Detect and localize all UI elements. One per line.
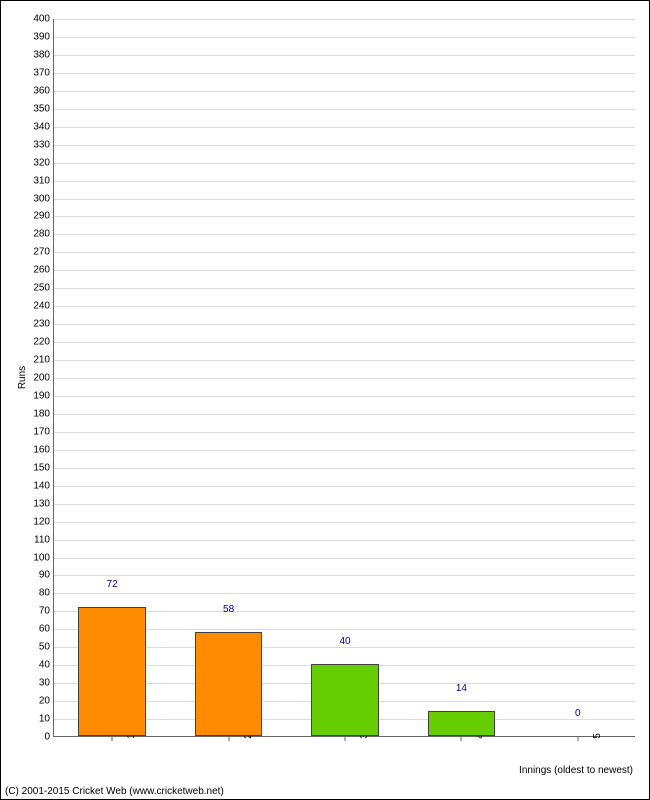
y-tick-label: 270 [33, 247, 54, 258]
gridline [54, 234, 635, 235]
gridline [54, 522, 635, 523]
gridline [54, 504, 635, 505]
y-tick-label: 300 [33, 193, 54, 204]
bar-value-label: 72 [107, 579, 118, 593]
bar-value-label: 0 [575, 708, 581, 722]
gridline [54, 252, 635, 253]
gridline [54, 486, 635, 487]
y-tick-label: 240 [33, 301, 54, 312]
bar [195, 632, 263, 736]
bar [428, 711, 496, 736]
y-tick-label: 150 [33, 462, 54, 473]
gridline [54, 37, 635, 38]
y-tick-label: 190 [33, 390, 54, 401]
gridline [54, 55, 635, 56]
y-tick-label: 120 [33, 516, 54, 527]
gridline [54, 127, 635, 128]
gridline [54, 575, 635, 576]
gridline [54, 450, 635, 451]
gridline [54, 19, 635, 20]
y-tick-label: 10 [39, 714, 54, 725]
gridline [54, 396, 635, 397]
y-tick-label: 220 [33, 337, 54, 348]
gridline [54, 73, 635, 74]
y-tick-label: 310 [33, 175, 54, 186]
y-tick-label: 90 [39, 570, 54, 581]
y-tick-label: 280 [33, 229, 54, 240]
y-tick-label: 260 [33, 265, 54, 276]
bar [78, 607, 146, 736]
y-tick-label: 70 [39, 606, 54, 617]
gridline [54, 468, 635, 469]
gridline [54, 540, 635, 541]
gridline [54, 199, 635, 200]
y-tick-label: 320 [33, 157, 54, 168]
y-tick-label: 370 [33, 67, 54, 78]
gridline [54, 360, 635, 361]
bar-value-label: 58 [223, 604, 234, 618]
y-tick-label: 200 [33, 373, 54, 384]
gridline [54, 342, 635, 343]
y-tick-label: 250 [33, 283, 54, 294]
y-tick-label: 380 [33, 49, 54, 60]
gridline [54, 145, 635, 146]
plot-area: 0102030405060708090100110120130140150160… [53, 19, 635, 737]
y-tick-label: 20 [39, 696, 54, 707]
y-tick-label: 140 [33, 480, 54, 491]
gridline [54, 432, 635, 433]
chart-frame: 0102030405060708090100110120130140150160… [0, 0, 650, 800]
x-axis-label: Innings (oldest to newest) [519, 765, 633, 776]
y-tick-label: 210 [33, 355, 54, 366]
y-tick-label: 330 [33, 139, 54, 150]
gridline [54, 181, 635, 182]
bar-value-label: 40 [339, 636, 350, 650]
gridline [54, 593, 635, 594]
gridline [54, 306, 635, 307]
gridline [54, 270, 635, 271]
y-tick-label: 180 [33, 408, 54, 419]
bar [311, 664, 379, 736]
y-tick-label: 290 [33, 211, 54, 222]
y-tick-label: 60 [39, 624, 54, 635]
y-axis-label: Runs [17, 366, 28, 389]
y-tick-label: 80 [39, 588, 54, 599]
gridline [54, 109, 635, 110]
x-tick-label: 5 [578, 733, 603, 739]
y-tick-label: 390 [33, 31, 54, 42]
y-tick-label: 170 [33, 426, 54, 437]
gridline [54, 91, 635, 92]
gridline [54, 414, 635, 415]
y-tick-label: 110 [34, 534, 54, 545]
copyright-text: (C) 2001-2015 Cricket Web (www.cricketwe… [5, 786, 224, 797]
y-tick-label: 30 [39, 678, 54, 689]
y-tick-label: 40 [39, 660, 54, 671]
y-tick-label: 50 [39, 642, 54, 653]
y-tick-label: 160 [33, 444, 54, 455]
y-tick-label: 360 [33, 85, 54, 96]
y-tick-label: 100 [33, 552, 54, 563]
y-tick-label: 130 [33, 498, 54, 509]
y-tick-label: 0 [44, 732, 54, 743]
gridline [54, 216, 635, 217]
y-tick-label: 340 [33, 121, 54, 132]
gridline [54, 558, 635, 559]
y-tick-label: 400 [33, 14, 54, 25]
gridline [54, 163, 635, 164]
y-tick-label: 230 [33, 319, 54, 330]
gridline [54, 378, 635, 379]
bar-value-label: 14 [456, 683, 467, 697]
y-tick-label: 350 [33, 103, 54, 114]
gridline [54, 324, 635, 325]
gridline [54, 288, 635, 289]
